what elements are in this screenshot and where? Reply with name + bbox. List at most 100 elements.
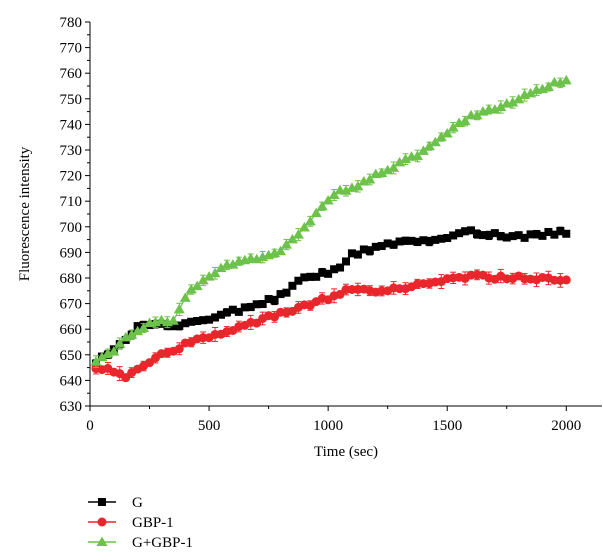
data-point (353, 250, 362, 259)
data-point (215, 262, 227, 273)
data-point (496, 232, 505, 241)
x-tick-label: 2000 (551, 418, 581, 434)
data-point (275, 245, 287, 256)
data-point (328, 189, 340, 200)
data-point (472, 230, 481, 239)
legend-marker (98, 498, 106, 506)
data-point (336, 263, 345, 272)
legend-label: G+GBP-1 (132, 535, 193, 551)
data-point (556, 226, 565, 235)
data-point (513, 93, 525, 104)
legend-marker (96, 536, 108, 546)
y-tick-label: 710 (60, 194, 83, 210)
data-point (174, 344, 184, 354)
data-point (96, 351, 108, 362)
data-point (114, 338, 126, 348)
data-point (240, 303, 249, 312)
data-point (246, 303, 255, 312)
data-point (222, 308, 231, 317)
y-tick-label: 730 (60, 143, 83, 159)
data-point (478, 231, 487, 240)
data-point (216, 310, 225, 319)
data-point (377, 242, 386, 251)
data-point (211, 313, 220, 322)
x-tick-label: 1500 (432, 418, 462, 434)
series-layer (90, 74, 572, 383)
data-point (191, 280, 203, 291)
data-point (359, 245, 368, 254)
data-point (203, 271, 215, 281)
legend-item: GBP-1 (88, 515, 174, 531)
data-point (276, 290, 285, 299)
data-point (507, 96, 519, 107)
data-point (90, 356, 102, 366)
data-point (258, 300, 267, 309)
data-point (318, 268, 327, 277)
legend-marker (97, 517, 107, 527)
data-point (364, 173, 376, 184)
tick-labels: 630 640 650 660 670 680 690 700 710 720 730 740 750 7… (60, 15, 582, 434)
data-point (227, 259, 239, 269)
data-point (205, 315, 214, 324)
data-point (394, 156, 406, 167)
y-tick-label: 660 (60, 322, 83, 338)
data-point (490, 229, 499, 238)
data-point (155, 314, 167, 325)
data-point (193, 317, 202, 326)
data-point (121, 373, 131, 383)
data-point (292, 229, 304, 239)
data-point (542, 81, 554, 92)
data-point (431, 235, 440, 244)
data-point (316, 200, 328, 211)
axes (85, 21, 602, 411)
y-tick-label: 650 (60, 348, 83, 364)
series-gbp-1 (91, 268, 571, 383)
y-axis-title: Fluorescence intensity (17, 146, 33, 281)
data-point (554, 77, 566, 87)
y-tick-label: 670 (60, 297, 83, 313)
data-point (173, 303, 185, 314)
data-point (508, 232, 517, 241)
legend: G GBP-1 G+GBP-1 (88, 495, 193, 551)
legend-item: G+GBP-1 (88, 535, 193, 551)
data-point (413, 237, 422, 246)
data-point (126, 329, 138, 339)
data-point (441, 127, 453, 138)
data-point (455, 229, 464, 238)
data-point (280, 239, 292, 249)
data-point (532, 230, 541, 239)
data-point (330, 265, 339, 274)
y-tick-label: 780 (60, 15, 83, 31)
data-point (282, 288, 291, 297)
data-point (417, 145, 429, 155)
data-point (108, 346, 120, 356)
data-point (471, 109, 483, 120)
y-tick-label: 740 (60, 117, 83, 133)
y-tick-label: 630 (60, 399, 83, 415)
data-point (489, 104, 501, 114)
data-point (407, 236, 416, 245)
legend-label: G (132, 495, 143, 511)
data-point (423, 140, 435, 151)
data-point (286, 233, 298, 244)
data-point (425, 237, 434, 246)
data-point (252, 300, 261, 309)
data-point (335, 289, 345, 299)
data-point (538, 231, 547, 240)
data-point (324, 269, 333, 278)
data-point (352, 180, 364, 191)
data-point (288, 281, 297, 290)
data-point (187, 317, 196, 326)
data-point (395, 237, 404, 246)
data-point (175, 321, 184, 330)
data-point (560, 74, 572, 85)
data-point (526, 230, 535, 239)
x-tick-label: 500 (198, 418, 221, 434)
data-point (514, 231, 523, 240)
data-point (525, 87, 537, 98)
data-point (132, 325, 144, 336)
y-tick-label: 720 (60, 169, 83, 185)
x-tick-label: 1000 (313, 418, 343, 434)
data-point (371, 242, 380, 251)
data-point (550, 230, 559, 239)
